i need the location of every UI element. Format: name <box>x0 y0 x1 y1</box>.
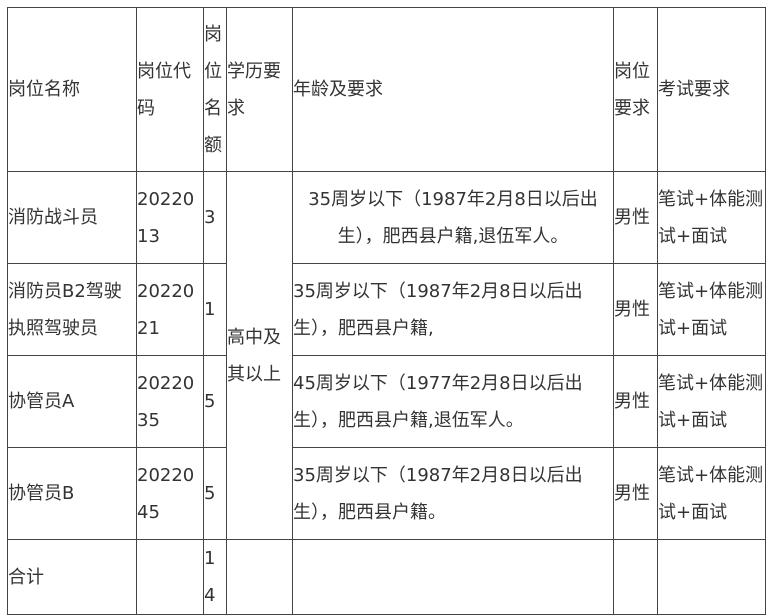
exam-requirement: 笔试+体能测试+面试 <box>657 171 766 264</box>
total-label: 合计 <box>7 539 137 615</box>
position-count: 5 <box>203 355 227 448</box>
position-name: 消防战斗员 <box>7 171 137 264</box>
header-education: 学历要求 <box>226 7 293 172</box>
position-name: 消防员B2驾驶执照驾驶员 <box>7 263 137 356</box>
position-code: 2022013 <box>136 171 204 264</box>
gender-requirement: 男性 <box>613 447 658 540</box>
header-name: 岗位名称 <box>7 7 137 172</box>
position-code: 2022021 <box>136 263 204 356</box>
total-count: 14 <box>203 539 227 615</box>
position-count: 5 <box>203 447 227 540</box>
total-education-empty <box>226 539 293 615</box>
education-requirement: 高中及其以上 <box>226 171 293 540</box>
table-row: 消防员B2驾驶执照驾驶员 2022021 1 35周岁以下（1987年2月8日以… <box>7 263 766 356</box>
total-row: 合计 14 <box>7 539 766 615</box>
total-code-empty <box>136 539 204 615</box>
header-age: 年龄及要求 <box>292 7 614 172</box>
gender-requirement: 男性 <box>613 355 658 448</box>
age-requirement: 35周岁以下（1987年2月8日以后出生），肥西县户籍,退伍军人。 <box>292 171 614 264</box>
position-name: 协管员A <box>7 355 137 448</box>
age-requirement: 35周岁以下（1987年2月8日以后出生），肥西县户籍。 <box>292 447 614 540</box>
table-row: 消防战斗员 2022013 3 高中及其以上 35周岁以下（1987年2月8日以… <box>7 171 766 540</box>
position-code: 2022035 <box>136 355 204 448</box>
header-code: 岗位代码 <box>136 7 204 172</box>
age-requirement: 35周岁以下（1987年2月8日以后出生），肥西县户籍, <box>292 263 614 356</box>
position-name: 协管员B <box>7 447 137 540</box>
exam-requirement: 笔试+体能测试+面试 <box>657 447 766 540</box>
position-count: 1 <box>203 263 227 356</box>
header-count: 岗位名额 <box>203 7 227 172</box>
position-code: 2022045 <box>136 447 204 540</box>
position-count: 3 <box>203 171 227 264</box>
recruitment-table: 岗位名称 岗位代码 岗位名额 学历要求 年龄及要求 岗位要求 考试要求 消防战斗… <box>7 7 766 615</box>
table-row: 协管员A 2022035 5 45周岁以下（1977年2月8日以后出生），肥西县… <box>7 355 766 448</box>
header-gender: 岗位要求 <box>613 7 658 172</box>
gender-requirement: 男性 <box>613 171 658 264</box>
gender-requirement: 男性 <box>613 263 658 356</box>
header-exam: 考试要求 <box>657 7 766 172</box>
total-exam-empty <box>657 539 766 615</box>
header-row: 岗位名称 岗位代码 岗位名额 学历要求 年龄及要求 岗位要求 考试要求 <box>7 7 766 172</box>
age-requirement: 45周岁以下（1977年2月8日以后出生），肥西县户籍,退伍军人。 <box>292 355 614 448</box>
total-age-empty <box>292 539 614 615</box>
exam-requirement: 笔试+体能测试+面试 <box>657 263 766 356</box>
table-row: 协管员B 2022045 5 35周岁以下（1987年2月8日以后出生），肥西县… <box>7 447 766 540</box>
exam-requirement: 笔试+体能测试+面试 <box>657 355 766 448</box>
total-gender-empty <box>613 539 658 615</box>
